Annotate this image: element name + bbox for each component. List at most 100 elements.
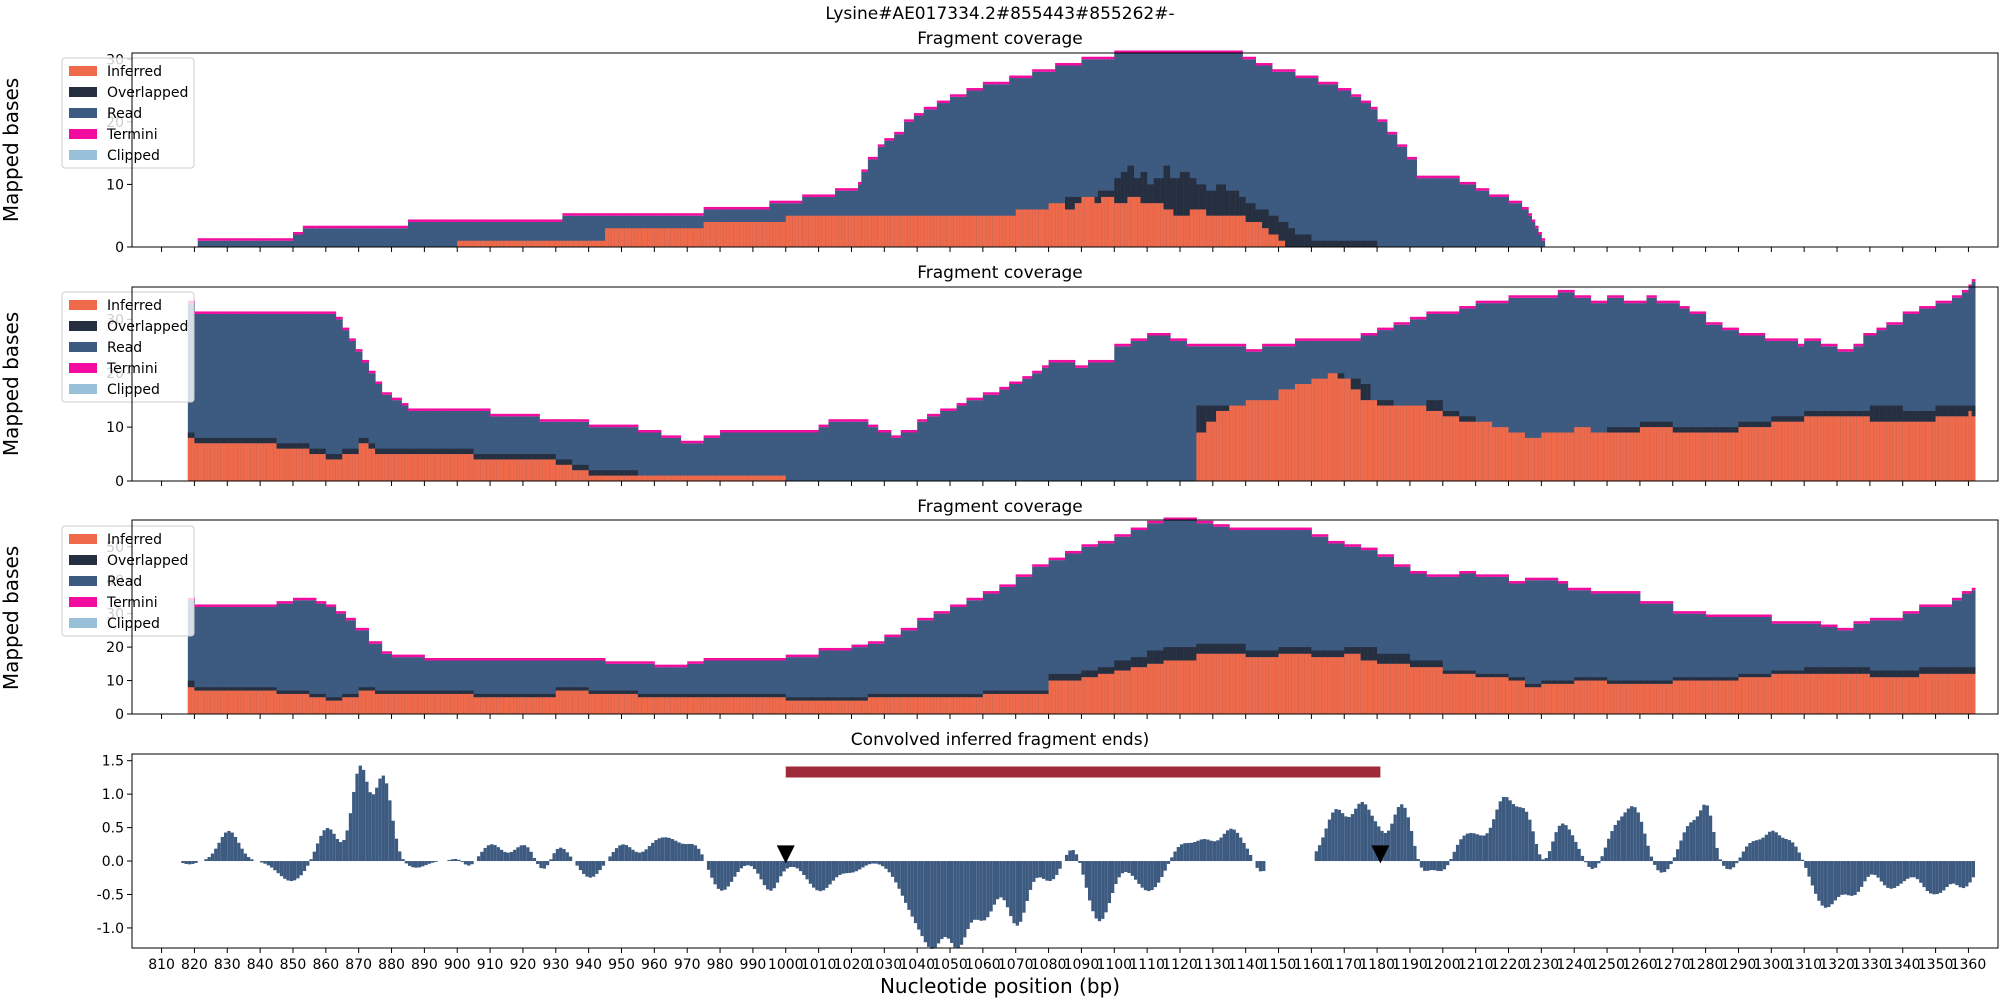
read-bar <box>430 660 435 714</box>
inferred-bar <box>266 443 271 481</box>
overlapped-bar <box>963 693 967 698</box>
termini-cap <box>1459 571 1464 574</box>
inferred-bar <box>890 215 895 247</box>
read-bar <box>1587 590 1592 714</box>
overlapped-bar <box>1699 427 1703 433</box>
inferred-bar <box>194 690 199 714</box>
read-bar <box>703 660 708 714</box>
read-bar <box>1002 84 1007 248</box>
inferred-bar <box>1577 427 1582 481</box>
overlapped-bar <box>276 690 281 694</box>
read-bar <box>200 606 205 714</box>
inferred-bar <box>601 240 606 247</box>
overlapped-bar <box>1367 384 1372 401</box>
read-bar <box>490 416 494 481</box>
termini-cap <box>618 213 622 216</box>
termini-cap <box>1699 611 1703 614</box>
inferred-bar <box>263 443 268 481</box>
overlapped-bar <box>243 687 248 691</box>
inferred-bar <box>519 459 524 481</box>
read-bar <box>299 313 304 481</box>
inferred-bar <box>1301 384 1306 481</box>
inferred-bar <box>421 454 425 481</box>
inferred-bar <box>411 454 416 481</box>
inferred-bar <box>756 697 760 714</box>
read-bar <box>1610 297 1615 481</box>
inferred-bar <box>1708 432 1713 481</box>
termini-cap <box>388 651 393 654</box>
overlapped-bar <box>1705 677 1710 681</box>
termini-cap <box>260 604 264 607</box>
read-bar <box>532 221 537 247</box>
termini-cap <box>1692 611 1697 614</box>
termini-cap <box>720 206 724 210</box>
inferred-bar <box>1091 196 1096 247</box>
read-bar <box>923 620 928 714</box>
read-bar <box>1304 78 1309 247</box>
overlapped-bar <box>657 693 662 698</box>
termini-cap <box>273 604 278 607</box>
inferred-bar <box>1065 209 1069 247</box>
read-bar <box>628 427 632 481</box>
overlapped-bar <box>388 448 393 455</box>
inferred-bar <box>641 697 645 714</box>
termini-cap <box>844 188 849 191</box>
read-bar <box>1426 178 1431 247</box>
termini-cap <box>1199 343 1204 347</box>
inferred-bar <box>1607 683 1611 714</box>
termini-cap <box>1902 311 1907 314</box>
read-bar <box>1607 593 1611 714</box>
read-bar <box>503 660 508 714</box>
inferred-bar <box>693 228 698 247</box>
termini-cap <box>1636 300 1641 304</box>
read-bar <box>1409 573 1414 714</box>
inferred-bar <box>940 697 944 714</box>
inferred-bar <box>1922 421 1927 481</box>
inferred-bar <box>825 215 829 247</box>
termini-cap <box>894 435 898 438</box>
overlapped-bar <box>624 690 629 694</box>
termini-cap <box>1465 181 1470 185</box>
read-bar <box>1308 530 1312 714</box>
read-bar <box>1708 324 1713 481</box>
termini-cap <box>1271 343 1276 347</box>
termini-cap <box>1163 517 1168 520</box>
overlapped-bar <box>447 448 452 455</box>
overlapped-bar <box>217 437 222 444</box>
read-bar <box>1170 53 1174 247</box>
overlapped-bar <box>1876 405 1881 422</box>
read-bar <box>1534 580 1539 714</box>
inferred-bar <box>979 697 984 714</box>
overlapped-bar <box>1294 647 1299 654</box>
inferred-bar <box>1288 389 1293 481</box>
overlapped-bar <box>1551 680 1555 684</box>
overlapped-bar <box>1685 427 1690 433</box>
overlapped-bar <box>480 693 485 698</box>
termini-cap <box>1081 544 1086 547</box>
termini-cap <box>713 206 718 210</box>
inferred-bar <box>1439 667 1444 714</box>
overlapped-bar <box>568 459 573 465</box>
termini-cap <box>1124 50 1128 53</box>
read-bar <box>1478 190 1483 247</box>
read-bar <box>989 593 994 714</box>
read-bar <box>608 427 613 481</box>
termini-cap <box>1432 175 1437 179</box>
termini-cap <box>1669 601 1674 604</box>
overlapped-bar <box>1114 178 1119 204</box>
inferred-bar <box>1275 234 1280 247</box>
read-bar <box>519 416 524 481</box>
termini-cap <box>1147 333 1151 336</box>
termini-cap <box>1689 311 1693 314</box>
termini-cap <box>480 408 485 411</box>
termini-cap <box>503 413 508 417</box>
termini-cap <box>529 219 534 222</box>
inferred-bar <box>1094 677 1099 714</box>
termini-cap <box>779 200 783 204</box>
termini-cap <box>1350 338 1355 341</box>
read-bar <box>1038 566 1043 714</box>
read-bar <box>292 234 297 247</box>
termini-cap <box>1071 359 1076 363</box>
termini-cap <box>1840 349 1845 352</box>
termini-cap <box>973 397 977 401</box>
